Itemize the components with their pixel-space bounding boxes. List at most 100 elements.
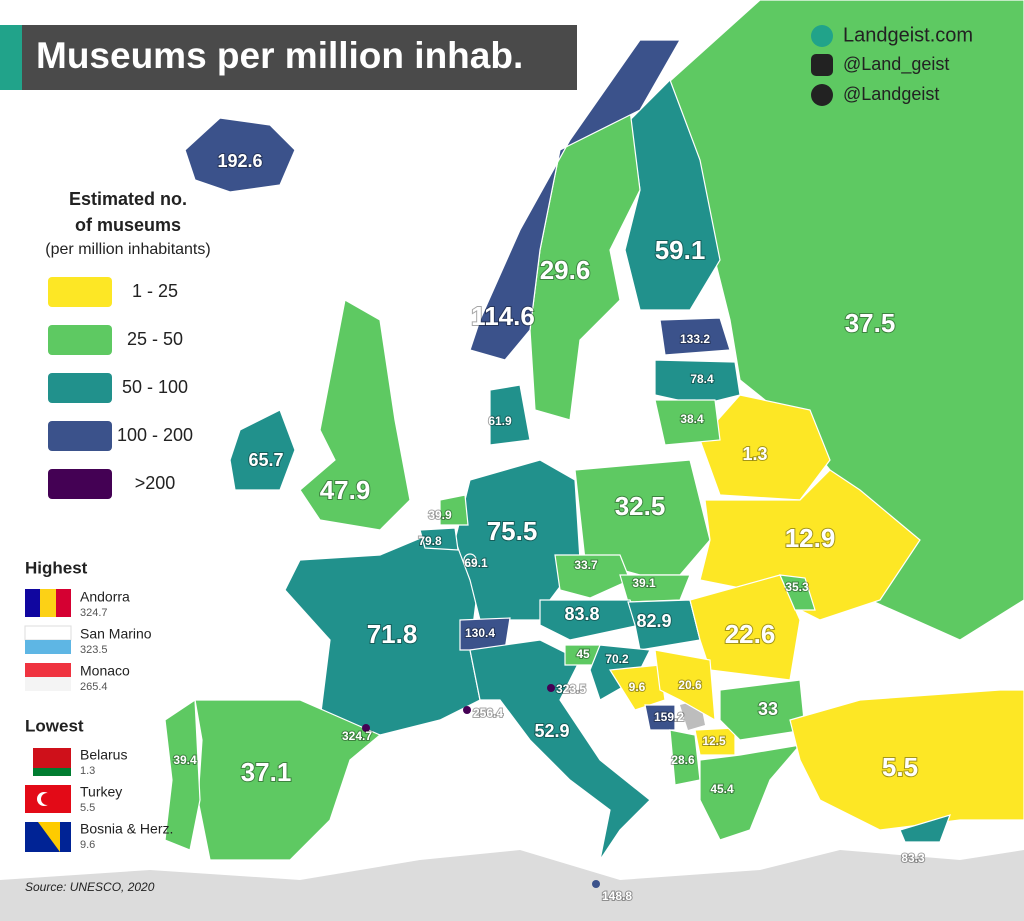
- region: [554, 554, 631, 599]
- region: [184, 117, 296, 193]
- value-label: 71.8: [367, 619, 418, 649]
- website[interactable]: Landgeist.com: [843, 24, 973, 46]
- value-label: 70.2: [605, 652, 629, 666]
- rankings: Highest Andorra 324.7 San Marino 323.5 Monaco…: [25, 558, 173, 850]
- value-label: 324.7: [342, 729, 372, 743]
- value-label: 22.6: [725, 619, 776, 649]
- instagram-icon: [811, 54, 833, 76]
- legend-swatch: [48, 469, 112, 499]
- value-label: 39.1: [632, 576, 656, 590]
- value-label: 37.1: [241, 757, 292, 787]
- value-label: 39.9: [428, 508, 452, 522]
- value-labels: 192.6 114.6 29.6 59.1 37.5 133.2 78.4 38…: [172, 150, 926, 904]
- source: Source: UNESCO, 2020: [25, 880, 155, 894]
- value-label: 12.5: [702, 734, 726, 748]
- value-label: 130.4: [465, 626, 495, 640]
- region: [362, 724, 370, 732]
- countries: [164, 0, 1024, 888]
- ranking-value: 5.5: [80, 802, 95, 814]
- value-label: 82.9: [636, 611, 671, 631]
- region: [624, 78, 721, 311]
- ranking-heading: Highest: [25, 558, 88, 577]
- instagram-handle[interactable]: @Land_geist: [843, 54, 949, 75]
- value-label: 323.5: [556, 682, 586, 696]
- region: [608, 664, 666, 711]
- ranking-value: 265.4: [80, 681, 108, 693]
- ranking-value: 323.5: [80, 644, 108, 656]
- twitter-icon: [811, 84, 833, 106]
- value-label: 52.9: [534, 721, 569, 741]
- other-land: [0, 850, 1024, 921]
- ranking-value: 324.7: [80, 607, 108, 619]
- region: [789, 689, 1024, 831]
- value-label: 59.1: [655, 235, 706, 265]
- region: [489, 384, 531, 446]
- value-label: 47.9: [320, 475, 371, 505]
- region: [539, 599, 641, 641]
- value-label: 45: [576, 647, 590, 661]
- legend-subtitle: (per million inhabitants): [45, 241, 210, 258]
- twitter-handle[interactable]: @Landgeist: [843, 84, 939, 104]
- region: [654, 649, 716, 722]
- region: [592, 880, 600, 888]
- value-label: 192.6: [217, 151, 262, 171]
- value-label: 65.7: [248, 450, 283, 470]
- website-icon: [811, 25, 833, 47]
- region: [229, 409, 296, 491]
- ranking-name: Monaco: [80, 663, 130, 679]
- title-box: [22, 25, 577, 90]
- value-label: 1.3: [742, 444, 767, 464]
- value-label: 29.6: [540, 255, 591, 285]
- region: [469, 39, 682, 361]
- value-label: 38.4: [680, 412, 704, 426]
- branding: Landgeist.com @Land_geist @Landgeist: [811, 24, 973, 106]
- value-label: 37.5: [845, 308, 896, 338]
- value-label: 45.4: [710, 782, 734, 796]
- value-label: 35.3: [785, 580, 809, 594]
- region: [164, 698, 201, 851]
- value-label: 83.3: [901, 851, 925, 865]
- legend-label: >200: [135, 473, 176, 493]
- value-label: 32.5: [615, 491, 666, 521]
- value-label: 20.6: [678, 678, 702, 692]
- ranking-heading: Lowest: [25, 716, 84, 735]
- region: [654, 399, 721, 446]
- legend-label: 100 - 200: [117, 425, 193, 445]
- value-label: 5.5: [882, 752, 918, 782]
- legend-swatch: [48, 373, 112, 403]
- region: [694, 727, 736, 756]
- region: [299, 299, 411, 531]
- value-label: 33: [758, 699, 778, 719]
- value-label: 69.1: [464, 556, 488, 570]
- region: [719, 679, 806, 741]
- region: [659, 317, 731, 356]
- value-label: 12.9: [785, 523, 836, 553]
- region: [779, 574, 816, 611]
- region: [463, 553, 477, 567]
- title: Museums per million inhab.: [36, 35, 523, 76]
- value-label: 79.8: [418, 534, 442, 548]
- value-label: 148.8: [602, 889, 632, 903]
- value-label: 39.4: [173, 753, 197, 767]
- region: [194, 699, 382, 861]
- value-label: 33.7: [574, 558, 598, 572]
- ranking-name: Andorra: [80, 589, 130, 605]
- value-label: 75.5: [487, 516, 538, 546]
- region: [699, 744, 802, 841]
- value-label: 83.8: [564, 604, 599, 624]
- value-label: 78.4: [690, 372, 714, 386]
- value-label: 28.6: [671, 753, 695, 767]
- region: [463, 706, 471, 714]
- legend-label: 1 - 25: [132, 281, 178, 301]
- region: [644, 704, 676, 731]
- legend-swatch: [48, 421, 112, 451]
- region: [419, 527, 459, 551]
- legend-items: 1 - 25 25 - 50 50 - 100 100 - 200 >200: [48, 277, 193, 499]
- region: [899, 814, 951, 843]
- ranking-name: Turkey: [80, 784, 122, 800]
- legend-label: 50 - 100: [122, 377, 188, 397]
- region: [627, 599, 701, 651]
- ranking-name: Bosnia & Herz.: [80, 821, 173, 837]
- title-banner: Museums per million inhab.: [0, 25, 577, 90]
